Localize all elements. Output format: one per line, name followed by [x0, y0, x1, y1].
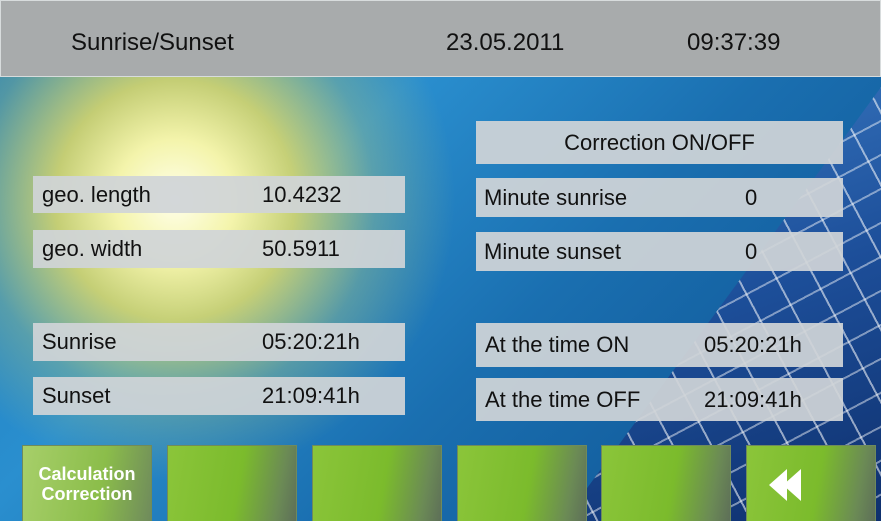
field-row: At the time ON 05:20:21h	[476, 323, 843, 367]
field-value: 21:09:41h	[262, 383, 360, 408]
field-value: 21:09:41h	[704, 386, 802, 412]
calculation-correction-button[interactable]: Calculation Correction	[22, 445, 152, 521]
field-row: Sunrise 05:20:21h	[33, 323, 405, 361]
field-value: 10.4232	[262, 181, 342, 207]
button-label-line: Correction	[41, 484, 133, 504]
field-label: Sunset	[42, 383, 111, 408]
header: Sunrise/Sunset 23.05.2011 09:37:39	[0, 0, 881, 77]
field-value: 50.5911	[262, 236, 340, 261]
back-icon	[769, 469, 801, 501]
field-row[interactable]: Minute sunrise 0	[476, 178, 843, 217]
field-label: geo. width	[42, 236, 143, 261]
field-label: At the time OFF	[485, 386, 641, 412]
field-row: geo. length 10.4232	[33, 176, 405, 213]
field-value: 05:20:21h	[262, 329, 360, 354]
field-row: geo. width 50.5911	[33, 230, 405, 268]
field-label: At the time ON	[485, 332, 630, 357]
time: 09:37:39	[687, 29, 781, 56]
field-row: At the time OFF 21:09:41h	[476, 378, 843, 421]
back-button[interactable]	[746, 445, 876, 521]
field-label: Sunrise	[42, 329, 117, 354]
field-row[interactable]: Minute sunset 0	[476, 232, 843, 271]
toggle-label: Correction ON/OFF	[564, 129, 755, 155]
empty-button[interactable]	[312, 445, 442, 521]
date: 23.05.2011	[446, 29, 565, 56]
empty-button[interactable]	[457, 445, 587, 521]
button-label-line: Calculation	[38, 464, 136, 484]
empty-button[interactable]	[601, 445, 731, 521]
field-value: 05:20:21h	[704, 332, 802, 357]
empty-button[interactable]	[167, 445, 297, 521]
correction-toggle[interactable]: Correction ON/OFF	[476, 121, 843, 164]
title: Sunrise/Sunset	[71, 29, 234, 56]
field-value: 0	[745, 184, 758, 210]
field-label: Minute sunrise	[484, 184, 628, 210]
field-value: 0	[745, 238, 758, 264]
field-label: geo. length	[42, 181, 151, 207]
field-label: Minute sunset	[484, 238, 621, 264]
field-row: Sunset 21:09:41h	[33, 377, 405, 415]
